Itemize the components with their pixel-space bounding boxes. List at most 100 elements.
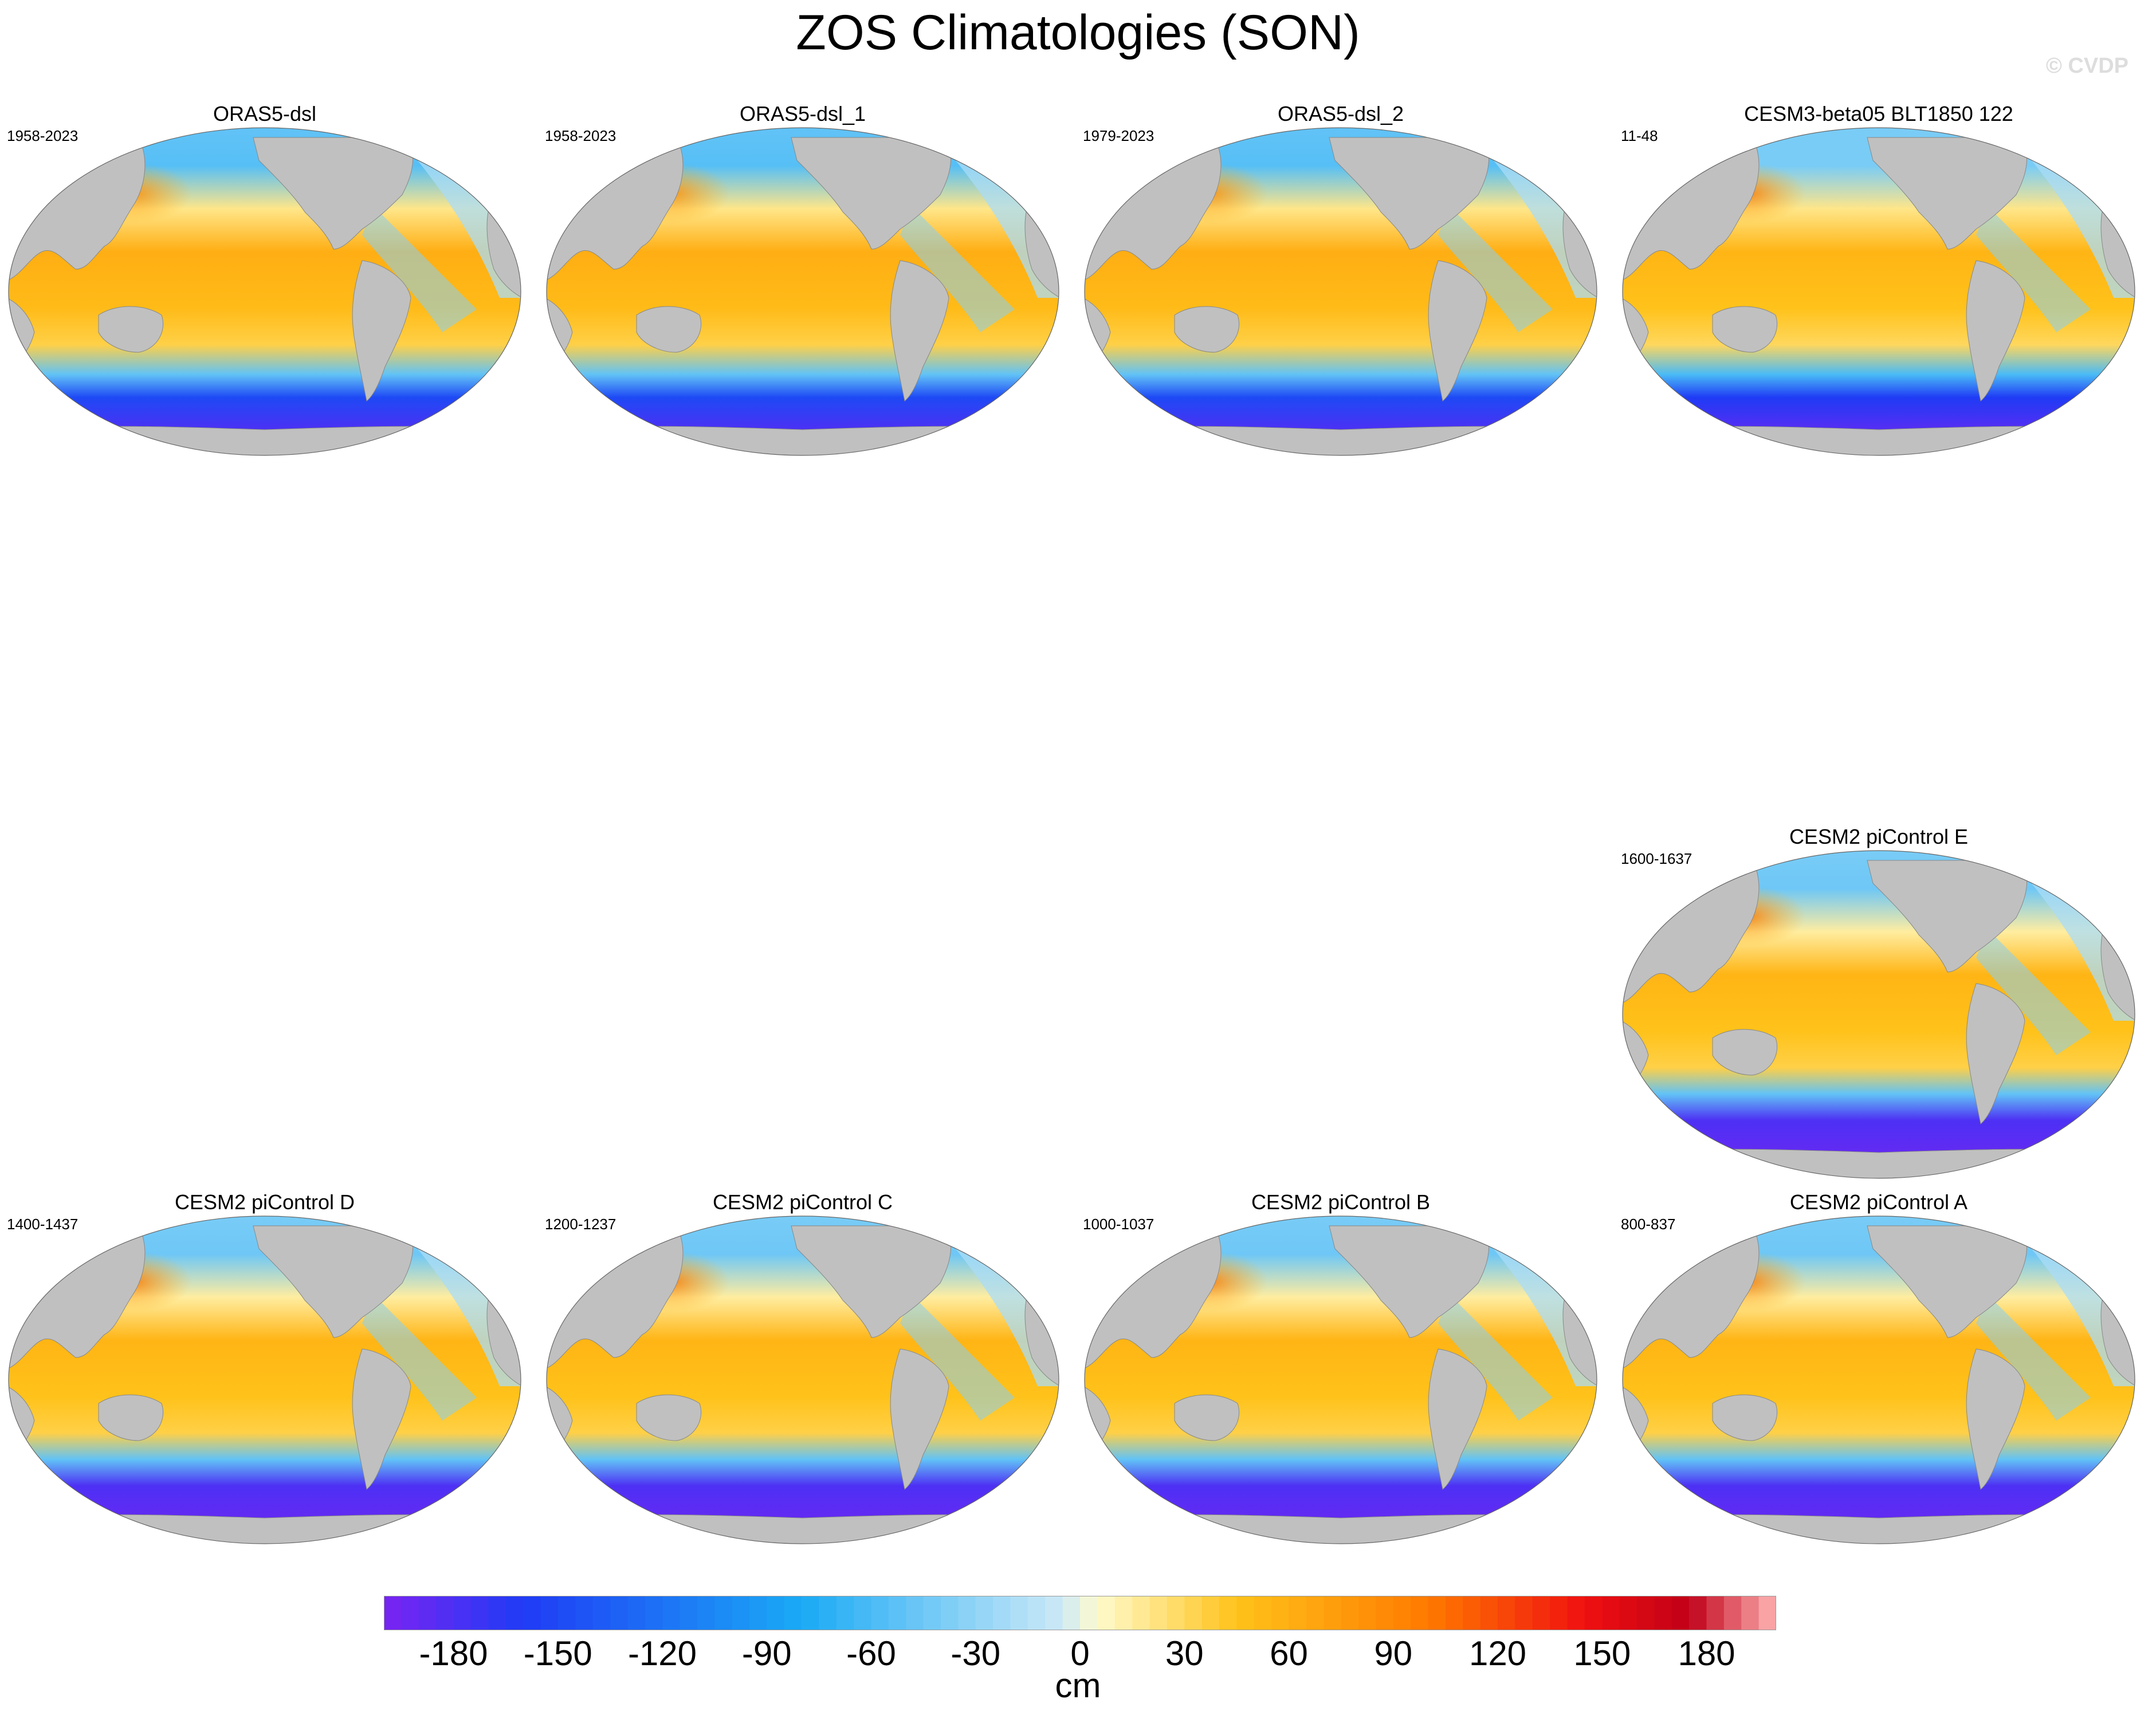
map-panel-cesm2-picontrol-a: CESM2 piControl A 800-837 [1621,1190,2137,1545]
map-panel-oras5-dsl-1: ORAS5-dsl_1 1958-2023 [545,102,1061,457]
north-america-landmass [253,1225,413,1338]
colorbar-swatch [418,1596,437,1630]
map-outline [1084,1216,1597,1544]
colorbar-swatch [645,1596,663,1630]
colorbar-swatch [1184,1596,1203,1630]
greenland-landmass [430,1220,490,1258]
antarctica-landmass [1623,1514,2135,1544]
antarctica-landmass [1085,426,1597,455]
colorbar-swatch [1741,1596,1760,1630]
north-america-landmass [1867,860,2027,973]
atlantic-mid [1976,1295,2091,1421]
colorbar-swatch [697,1596,715,1630]
colorbar-swatch [1393,1596,1411,1630]
map-panel-cesm2-picontrol-e: CESM2 piControl E 1600-1637 [1621,825,2137,1180]
colorbar-swatch [1411,1596,1429,1630]
panel-years: 1958-2023 [545,127,616,144]
australia-landmass [98,306,164,353]
colorbar-tick-label: 0 [1070,1634,1090,1673]
panel-years: 1200-1237 [545,1216,616,1233]
colorbar-swatch [1306,1596,1324,1630]
colorbar-swatch [1706,1596,1725,1630]
north-america-landmass [1329,1225,1489,1338]
antarctica-landmass [547,1514,1059,1544]
colorbar-tick-label: 180 [1678,1634,1735,1673]
colorbar-outline [384,1596,1776,1630]
south-america-landmass [352,1348,411,1490]
south-america-landmass [352,260,411,402]
colorbar-swatch [1254,1596,1272,1630]
colorbar-swatch [1619,1596,1637,1630]
colorbar-tick-label: 90 [1374,1634,1413,1673]
map-panel-oras5-dsl-2: ORAS5-dsl_2 1979-2023 [1083,102,1599,457]
ssh-map [1084,127,1597,456]
panel-title: CESM2 piControl B [1251,1190,1431,1214]
colorbar-swatch [1584,1596,1603,1630]
south-america-landmass [1428,1348,1487,1490]
colorbar-swatch [575,1596,594,1630]
colorbar-swatch [1201,1596,1220,1630]
panel-title: ORAS5-dsl [213,102,317,125]
colorbar-swatch [1045,1596,1063,1630]
colorbar-swatch [1027,1596,1046,1630]
map-panel-cesm2-picontrol-d: CESM2 piControl D 1400-1437 [7,1190,523,1545]
colorbar-swatch [1080,1596,1098,1630]
colorbar-tick-label: -120 [627,1634,697,1673]
greenland-landmass [1506,131,1566,170]
colorbar-swatch [958,1596,976,1630]
colorbar-swatch [1602,1596,1620,1630]
colorbar-swatch [505,1596,524,1630]
colorbar-swatch [802,1596,819,1630]
colorbar-swatch [1532,1596,1550,1630]
colorbar-tick-label: -30 [951,1634,1001,1673]
north-america-landmass [1867,137,2027,250]
ssh-map [546,1216,1059,1544]
north-america-landmass [1867,1225,2027,1338]
north-america-landmass [1329,137,1489,250]
colorbar-swatch [470,1596,489,1630]
cvdp-watermark: © CVDP [2045,54,2128,78]
panel-title: CESM3-beta05 BLT1850 122 [1744,102,2013,125]
colorbar-swatch [401,1596,419,1630]
colorbar-swatch [819,1596,837,1630]
colorbar-tick-label: -150 [523,1634,592,1673]
antarctica-landmass [547,426,1059,455]
map-outline [8,127,521,456]
colorbar-swatch [1567,1596,1585,1630]
colorbar-swatch [1341,1596,1359,1630]
australia-landmass [1174,1394,1240,1441]
panel-years: 11-48 [1621,127,1658,144]
colorbar-swatch [384,1596,402,1630]
greenland-landmass [968,131,1028,170]
atlantic-mid [362,206,477,332]
colorbar-swatch [993,1596,1011,1630]
colorbar-swatch [436,1596,454,1630]
panel-years: 1979-2023 [1083,127,1154,144]
colorbar-swatch [784,1596,802,1630]
colorbar-swatch [1498,1596,1515,1630]
panel-years: 1000-1037 [1083,1216,1154,1233]
ssh-map [1622,1216,2135,1544]
map-outline [8,1216,521,1544]
colorbar-swatch [592,1596,611,1630]
panel-title: CESM2 piControl C [712,1190,893,1214]
colorbar-swatch [941,1596,959,1630]
atlantic-mid [362,1295,477,1421]
south-america-landmass [890,1348,949,1490]
australia-landmass [636,1394,702,1441]
colorbar-swatch [680,1596,698,1630]
atlantic-mid [900,206,1015,332]
ssh-map [8,1216,521,1544]
north-america-landmass [253,137,413,250]
antarctica-landmass [9,426,521,455]
colorbar-swatch [1358,1596,1376,1630]
colorbar-tick-label: 60 [1270,1634,1308,1673]
colorbar-swatch [453,1596,472,1630]
panel-title: ORAS5-dsl_1 [739,102,866,125]
panel-years: 1600-1637 [1621,850,1692,867]
colorbar-swatch [1289,1596,1307,1630]
map-panel-oras5-dsl: ORAS5-dsl 1958-2023 [7,102,523,457]
panel-title: ORAS5-dsl_2 [1277,102,1404,125]
panel-years: 1958-2023 [7,127,78,144]
australia-landmass [1712,306,1778,353]
